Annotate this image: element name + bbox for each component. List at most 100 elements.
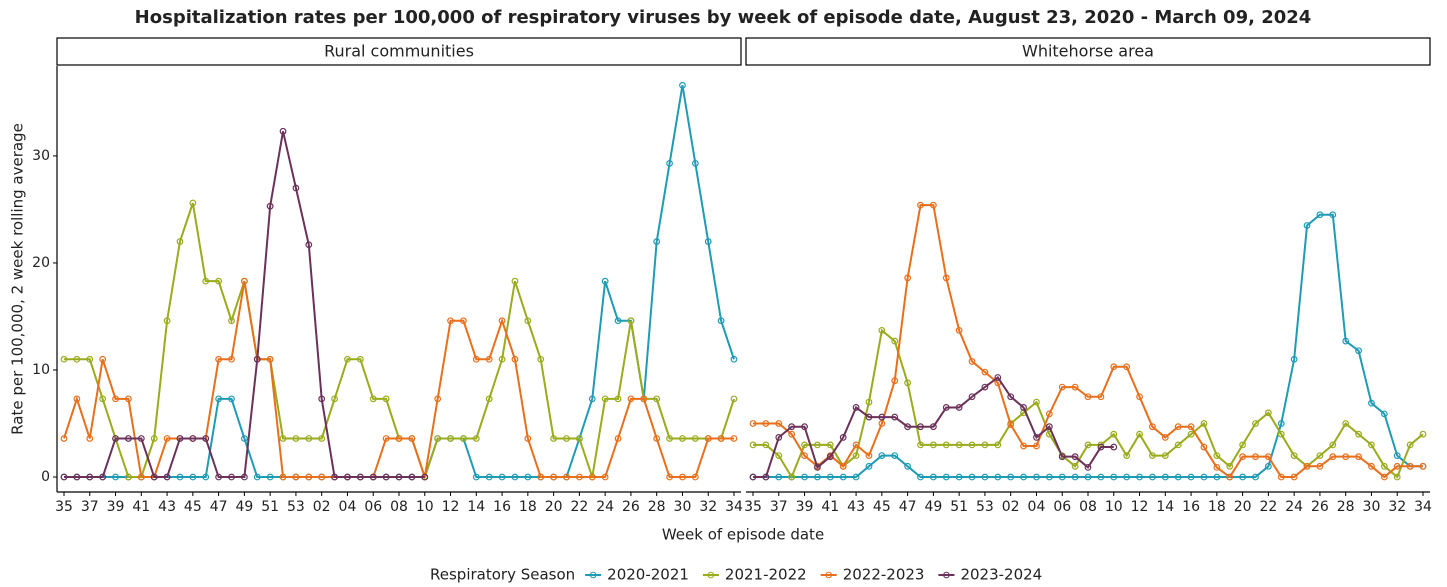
x-tick-label: 06 (364, 499, 382, 515)
point (679, 435, 686, 442)
x-tick-label: 02 (313, 499, 331, 515)
point (1149, 423, 1156, 431)
point (318, 395, 326, 403)
x-tick-label: 20 (545, 499, 563, 515)
point (981, 368, 989, 376)
point (601, 473, 609, 481)
point (279, 127, 287, 135)
point (498, 317, 506, 325)
point (762, 441, 770, 449)
point (1033, 434, 1040, 441)
point (865, 398, 873, 406)
x-tick-label: 04 (339, 499, 357, 515)
point (730, 395, 738, 403)
point (1277, 430, 1285, 438)
point (434, 435, 442, 442)
x-tick-label: 08 (390, 499, 408, 515)
y-axis-title: Rate per 100,000, 2 week rolling average (9, 123, 27, 435)
point (1161, 434, 1169, 441)
x-axis-title: Week of episode date (662, 526, 824, 544)
point (929, 201, 937, 209)
point (955, 404, 963, 411)
point (176, 473, 184, 481)
point (942, 274, 950, 282)
point (266, 202, 274, 210)
point (1264, 462, 1272, 470)
point (640, 395, 648, 403)
series-line (753, 213, 1423, 479)
point (1161, 473, 1169, 481)
point (588, 395, 596, 403)
point (408, 473, 416, 481)
point (550, 473, 558, 481)
point (788, 430, 796, 438)
point (852, 404, 860, 411)
point (163, 473, 171, 481)
point (704, 435, 712, 442)
point (1020, 404, 1027, 411)
point (1020, 442, 1027, 450)
point (1368, 441, 1375, 449)
point (1226, 462, 1234, 470)
point (1033, 398, 1040, 406)
point (137, 435, 145, 442)
point (99, 473, 107, 481)
point (1316, 452, 1324, 460)
point (1213, 473, 1221, 481)
series-line (753, 376, 1114, 479)
point (1174, 423, 1182, 431)
point (189, 199, 197, 207)
point (215, 277, 223, 285)
x-tick-label: 02 (1002, 499, 1020, 515)
point (60, 473, 68, 481)
point (1045, 410, 1053, 418)
point (356, 355, 364, 363)
point (1136, 473, 1143, 481)
point (852, 452, 860, 460)
point (498, 473, 506, 481)
point (1380, 462, 1388, 470)
point (421, 473, 429, 481)
point (99, 355, 107, 363)
point (614, 435, 622, 442)
point (1187, 423, 1195, 431)
point (1290, 355, 1298, 363)
x-tick-label: 30 (674, 499, 692, 515)
chart-title: Hospitalization rates per 100,000 of res… (135, 7, 1312, 28)
point (749, 441, 757, 449)
point (511, 355, 519, 363)
point (511, 277, 519, 285)
point (1007, 473, 1015, 481)
point (215, 395, 223, 403)
point (1368, 462, 1375, 470)
y-tick-label: 0 (41, 469, 50, 485)
point (1200, 473, 1208, 481)
facet-title: Whitehorse area (1022, 42, 1154, 61)
point (1097, 443, 1105, 451)
point (1200, 420, 1208, 427)
point (1303, 222, 1311, 229)
point (653, 435, 661, 442)
point (537, 473, 545, 481)
point (852, 441, 860, 449)
point (1123, 452, 1131, 460)
x-tick-label: 43 (158, 499, 176, 515)
point (942, 404, 950, 411)
point (994, 441, 1002, 449)
x-tick-label: 26 (1311, 499, 1329, 515)
point (826, 441, 834, 449)
point (112, 395, 119, 403)
series-line (753, 204, 1423, 479)
facet-strip (745, 37, 1431, 66)
x-tick-label: 32 (1388, 499, 1406, 515)
point (125, 435, 132, 442)
point (814, 473, 821, 481)
point (1239, 473, 1247, 481)
x-tick-label: 34 (725, 499, 743, 515)
point (279, 473, 287, 481)
point (86, 473, 94, 481)
point (1058, 473, 1066, 481)
point (240, 473, 248, 481)
point (891, 377, 899, 385)
point (601, 395, 609, 403)
